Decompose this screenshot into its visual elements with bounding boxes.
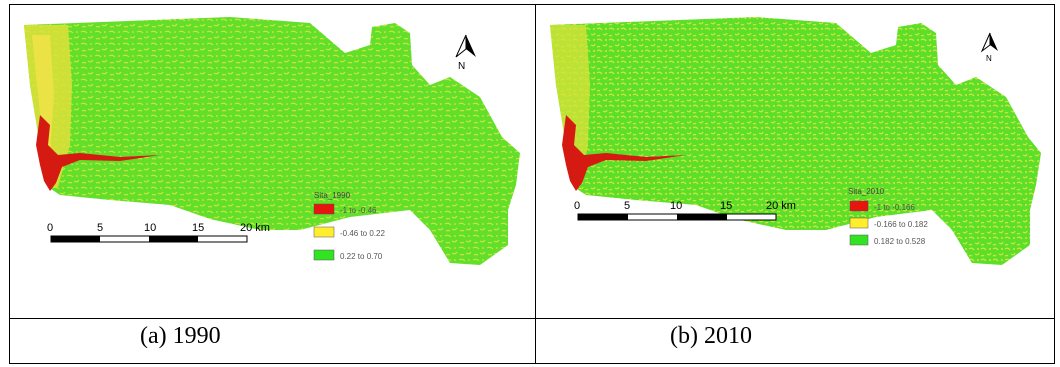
- scale-label-0: 0: [574, 200, 580, 212]
- legend-label-1: -1 to -0.46: [340, 206, 377, 215]
- catchment-area-1990: [24, 17, 520, 265]
- scale-label-20km: 20 km: [240, 222, 270, 234]
- legend-1990: Sita_1990 -1 to -0.46 -0.46 to 0.22 0.22…: [313, 191, 385, 261]
- scale-label-15: 15: [720, 200, 732, 212]
- svg-text:N: N: [458, 61, 465, 72]
- scale-label-10: 10: [670, 200, 682, 212]
- column-divider: [535, 5, 536, 363]
- scale-label-5: 5: [624, 200, 630, 212]
- catchment-area-2010: [550, 17, 1041, 265]
- legend-2010: Sita_2010 -1 to -0.166 -0.166 to 0.182 0…: [848, 187, 928, 246]
- water-body-1990: [36, 115, 160, 191]
- svg-text:N: N: [986, 54, 992, 63]
- legend-label-3: 0.182 to 0.528: [874, 237, 926, 246]
- legend-label-2: -0.46 to 0.22: [340, 229, 385, 238]
- map-panel-2010: Sita_2010 -1 to -0.166 -0.166 to 0.182 0…: [536, 5, 1055, 318]
- ndvi-map-1990: Sita_1990 -1 to -0.46 -0.46 to 0.22 0.22…: [24, 17, 520, 265]
- water-body-2010: [562, 115, 686, 191]
- scale-label-5: 5: [97, 222, 103, 234]
- scale-bar-2010: 0 5 10 15 20 km: [574, 200, 796, 221]
- scale-label-10: 10: [144, 222, 156, 234]
- legend-label-2: -0.166 to 0.182: [874, 220, 928, 229]
- legend-label-3: 0.22 to 0.70: [340, 252, 383, 261]
- legend-swatch-yellow: [849, 217, 869, 229]
- caption-2010: (b) 2010: [670, 323, 752, 349]
- scale-bar-1990: 0 5 10 15 20 km: [47, 222, 270, 243]
- ndvi-map-2010: Sita_2010 -1 to -0.166 -0.166 to 0.182 0…: [550, 17, 1041, 265]
- map-panel-1990: Sita_1990 -1 to -0.46 -0.46 to 0.22 0.22…: [10, 5, 535, 318]
- figure-table: Sita_1990 -1 to -0.46 -0.46 to 0.22 0.22…: [9, 4, 1055, 364]
- legend-title: Sita_2010: [848, 187, 885, 196]
- scale-label-15: 15: [192, 222, 204, 234]
- row-divider: [10, 318, 1054, 319]
- legend-swatch-red: [849, 200, 869, 212]
- legend-label-1: -1 to -0.166: [874, 203, 915, 212]
- legend-swatch-yellow: [313, 226, 335, 238]
- north-arrow-icon: N: [980, 32, 998, 63]
- scale-label-0: 0: [47, 222, 53, 234]
- legend-swatch-red: [313, 203, 335, 215]
- legend-swatch-green: [313, 249, 335, 261]
- caption-1990: (a) 1990: [140, 323, 221, 349]
- north-arrow-icon: N: [455, 34, 476, 72]
- legend-title: Sita_1990: [314, 191, 351, 200]
- scale-label-20km: 20 km: [766, 200, 796, 212]
- legend-swatch-green: [849, 234, 869, 246]
